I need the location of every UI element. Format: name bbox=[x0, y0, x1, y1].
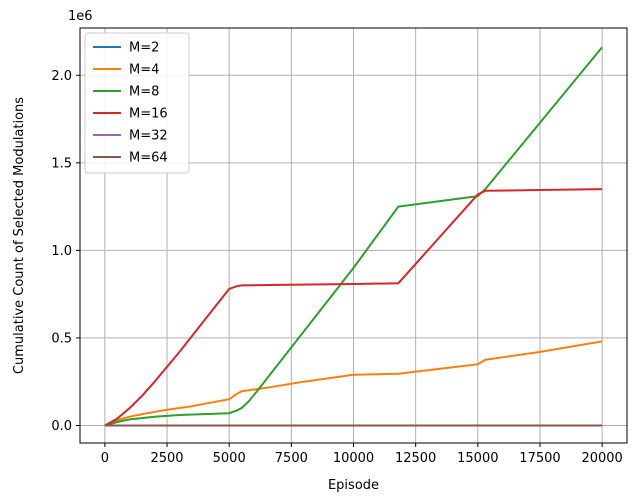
x-tick-label: 5000 bbox=[213, 451, 246, 466]
legend-label: M=64 bbox=[129, 151, 168, 166]
x-tick-label: 20000 bbox=[581, 451, 622, 466]
x-tick-label: 15000 bbox=[457, 451, 498, 466]
y-tick-label: 2.0 bbox=[51, 69, 72, 84]
x-tick-label: 17500 bbox=[519, 451, 560, 466]
legend-label: M=4 bbox=[129, 63, 159, 78]
y-tick-label: 1.0 bbox=[51, 244, 72, 259]
axis-ticks: 0 2500 5000 7500 10000 12500 15000 17500 20000 0.… bbox=[51, 69, 623, 466]
legend-label: M=8 bbox=[129, 85, 159, 100]
y-tick-label: 0.0 bbox=[51, 419, 72, 434]
series-line-m-16 bbox=[104, 188, 603, 427]
x-tick-label: 7500 bbox=[275, 451, 308, 466]
x-tick-label: 0 bbox=[101, 451, 109, 466]
x-axis-title: Episode bbox=[328, 478, 379, 493]
series-lines bbox=[104, 46, 603, 427]
y-tick-label: 1.5 bbox=[51, 156, 72, 171]
series-line-m-8 bbox=[104, 46, 603, 427]
legend-label: M=16 bbox=[129, 107, 168, 122]
y-tick-label: 0.5 bbox=[51, 331, 72, 346]
series-line-m-4 bbox=[104, 340, 603, 427]
legend-label: M=32 bbox=[129, 129, 168, 144]
legend: M=2 M=4 M=8 M=16 M=32 M=64 bbox=[84, 32, 190, 174]
x-tick-label: 12500 bbox=[395, 451, 436, 466]
legend-label: M=2 bbox=[129, 41, 159, 56]
x-tick-label: 2500 bbox=[150, 451, 183, 466]
grid bbox=[80, 28, 627, 443]
x-tick-label: 10000 bbox=[333, 451, 374, 466]
y-offset-text: 1e6 bbox=[68, 9, 93, 24]
y-axis-title: Cumulative Count of Selected Modulations bbox=[12, 97, 27, 374]
